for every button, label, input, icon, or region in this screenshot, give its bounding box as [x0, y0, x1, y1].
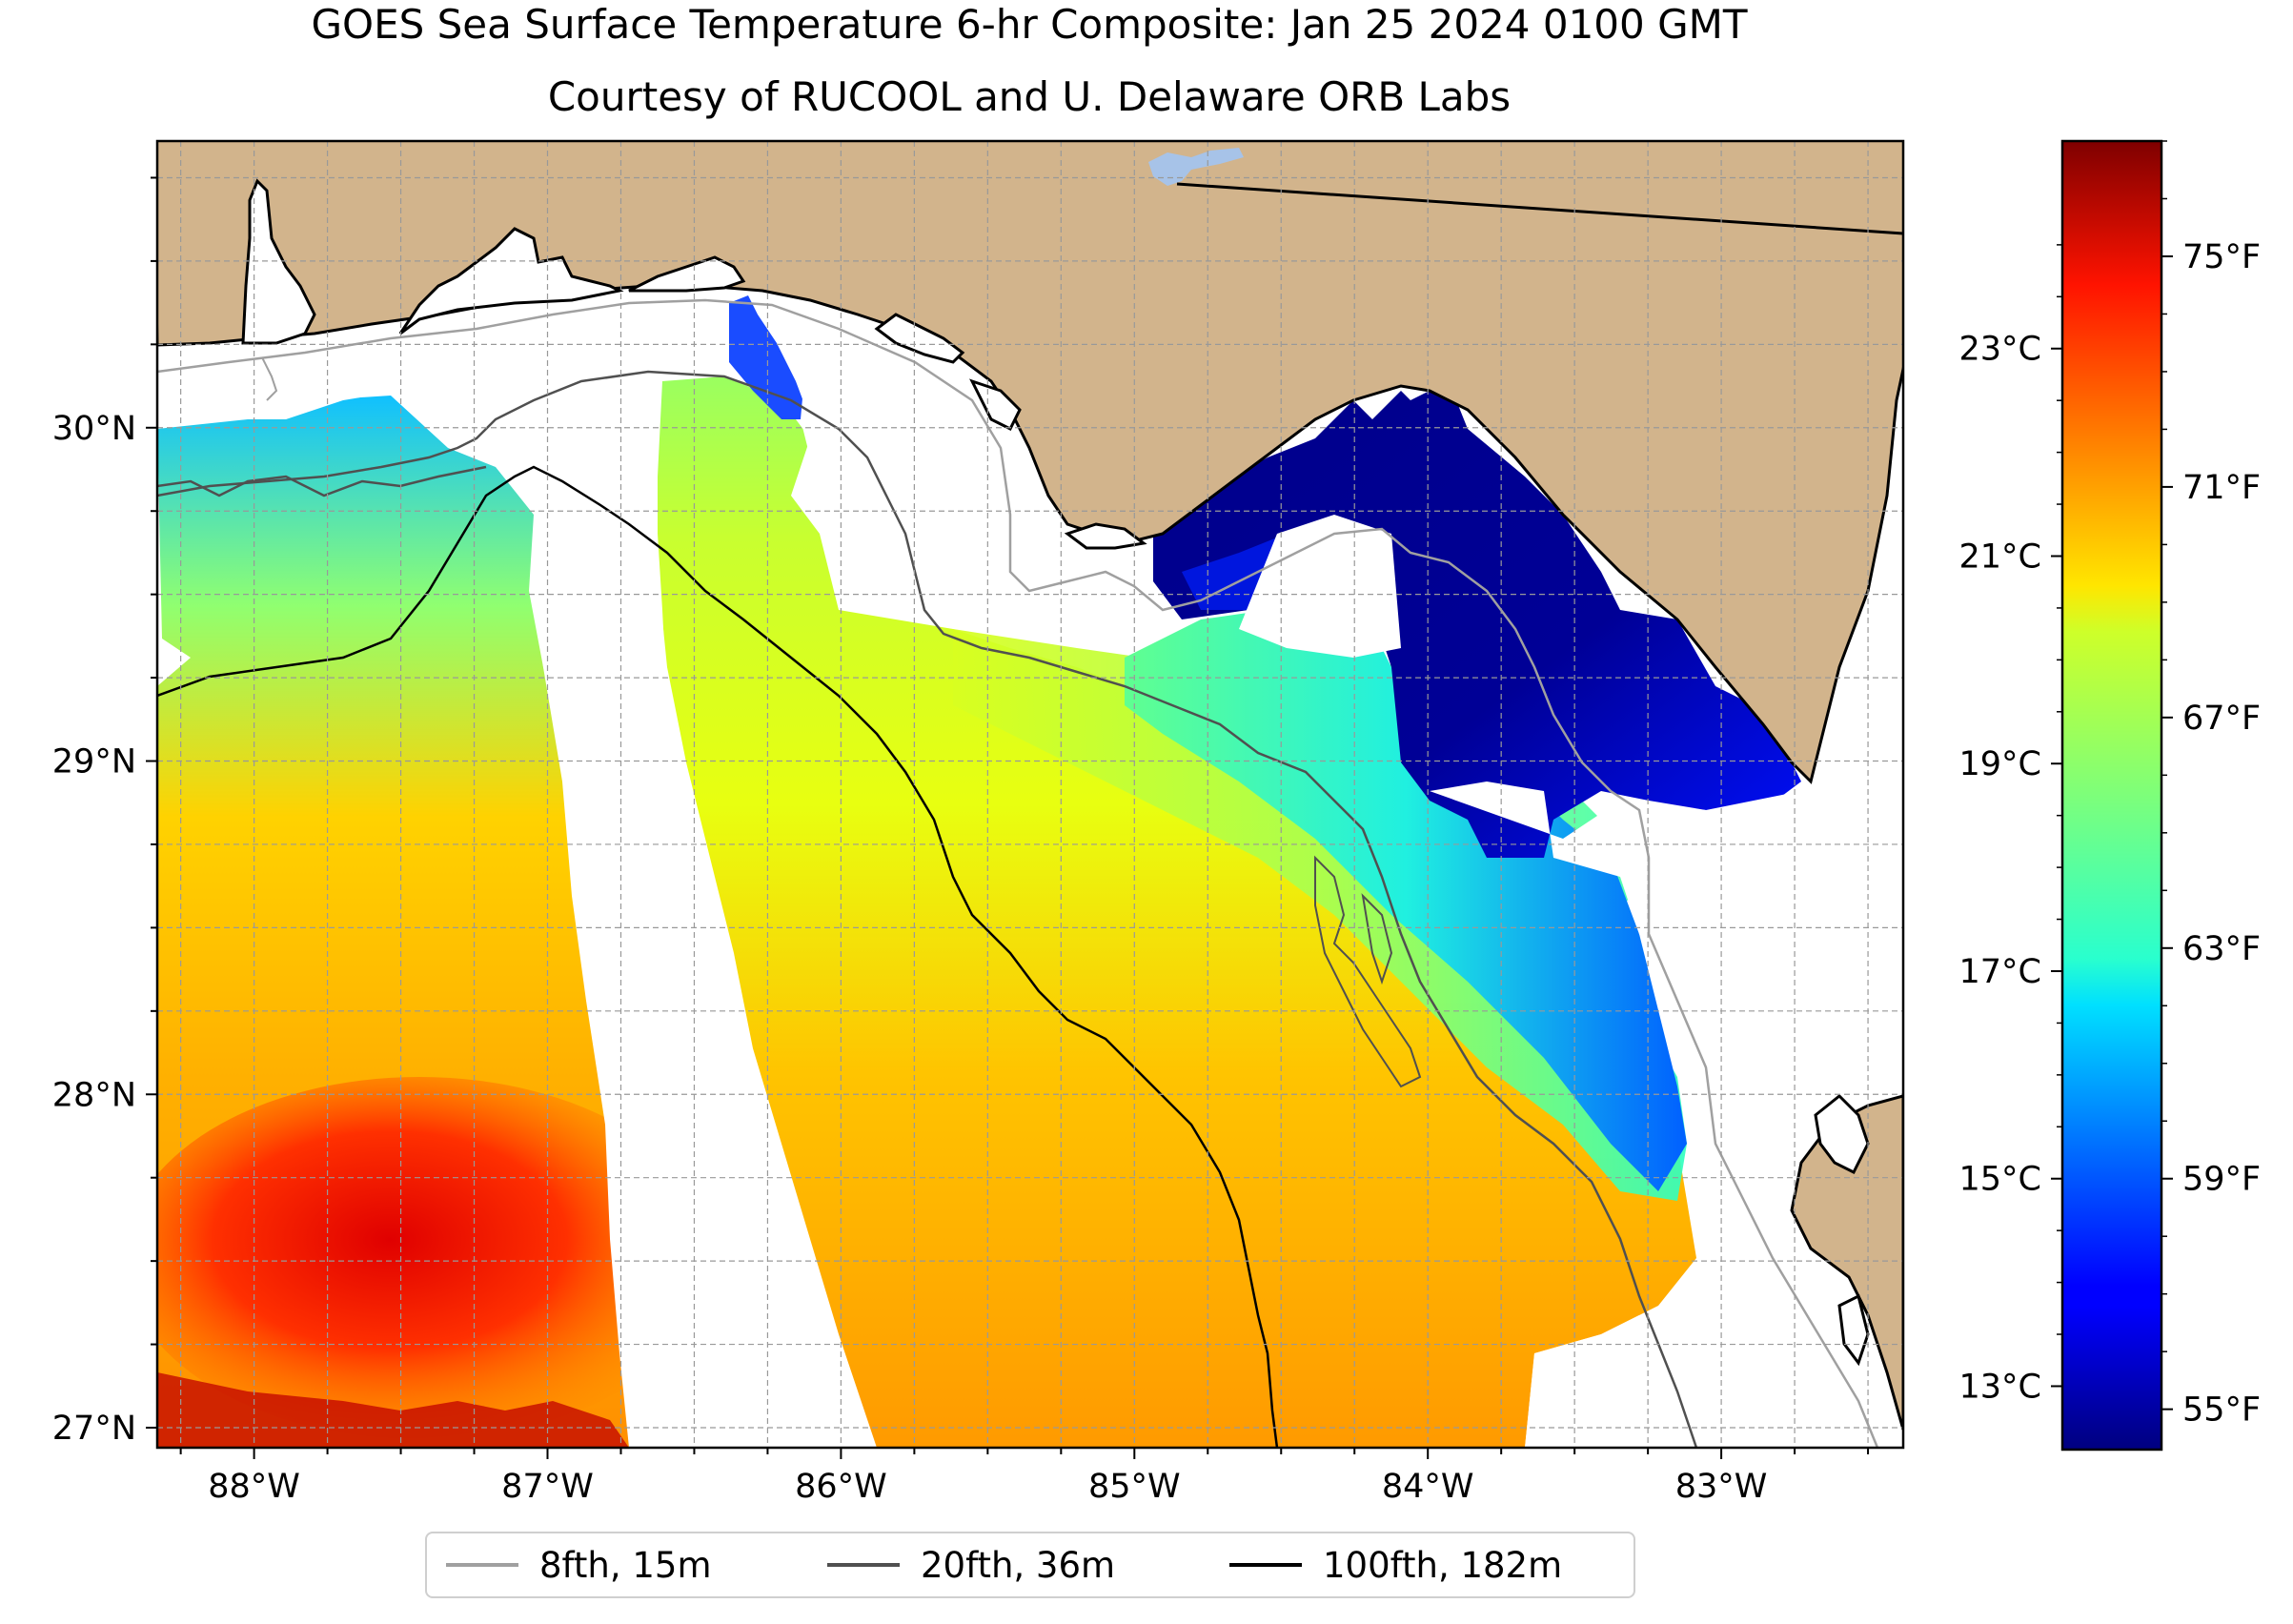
sst-warm-south: [157, 1372, 629, 1448]
isobath-20fth: [157, 370, 1698, 1448]
legend-label-100fth: 100fth, 182m: [1323, 1544, 1563, 1586]
lat-ticks: 30°N 29°N 28°N 27°N: [52, 176, 157, 1448]
legend-label-20fth: 20fth, 36m: [921, 1544, 1116, 1586]
lat-tick-label: 28°N: [52, 1076, 136, 1114]
shoal-contour: [1314, 855, 1422, 1088]
lon-ticks: 88°W 87°W 86°W 85°W 84°W 83°W: [179, 1448, 1870, 1506]
lon-tick-label: 87°W: [501, 1468, 594, 1506]
lon-tick-label: 83°W: [1675, 1468, 1768, 1506]
lon-tick-label: 84°W: [1382, 1468, 1474, 1506]
gridlines: [157, 141, 1903, 1448]
sst-gap-bigbend: [1239, 515, 1401, 658]
colorbar-c-label: 15°C: [1959, 1161, 2041, 1199]
legend-item-8fth: 8fth, 15m: [446, 1533, 712, 1596]
legend-swatch-20fth: [827, 1563, 900, 1567]
colorbar-c-label: 19°C: [1959, 745, 2041, 783]
legend-item-100fth: 100fth, 182m: [1229, 1533, 1562, 1596]
tampa-bay: [1814, 1093, 1870, 1175]
lon-tick-label: 85°W: [1088, 1468, 1181, 1506]
legend-label-8fth: 8fth, 15m: [539, 1544, 712, 1586]
sst-bigbend-transition: [1125, 591, 1687, 1191]
sst-gap-east: [1430, 667, 1903, 1448]
lon-tick-label: 86°W: [795, 1468, 887, 1506]
sst-warm-core: [157, 1077, 715, 1439]
contour-legend: 8fth, 15m 20fth, 36m 100fth, 182m: [425, 1532, 1635, 1598]
colorbar-f-label: 71°F: [2182, 469, 2261, 507]
sst-gap-southeast: [1525, 1315, 1658, 1448]
st-andrew-bay: [874, 313, 965, 364]
isobath-20fth-barrier: [157, 465, 487, 497]
chart-subtitle: Courtesy of RUCOOL and U. Delaware ORB L…: [547, 73, 1512, 120]
chart-title: GOES Sea Surface Temperature 6-hr Compos…: [311, 1, 1748, 48]
apalachicola-bay: [1064, 522, 1147, 550]
lon-tick-label: 88°W: [208, 1468, 300, 1506]
legend-item-20fth: 20fth, 36m: [827, 1533, 1115, 1596]
map-frame: [155, 139, 1905, 1450]
legend-swatch-8fth: [446, 1563, 518, 1567]
colorbar-f-label: 55°F: [2182, 1391, 2261, 1430]
colorbar: [2060, 139, 2163, 1451]
bays: [241, 178, 1870, 1367]
colorbar-f-label: 59°F: [2182, 1161, 2261, 1199]
sst-gap-central-inner: [572, 724, 648, 1106]
colorbar-f-label: 75°F: [2182, 238, 2261, 276]
sst-gaps: [157, 286, 1903, 1448]
lake-seminole: [1148, 148, 1244, 186]
colorbar-c-label: 13°C: [1959, 1368, 2041, 1406]
map-panel: [157, 141, 1903, 1448]
isobath-8fth: [157, 298, 1879, 1448]
lat-tick-label: 30°N: [52, 410, 136, 448]
sst-gap-nearshore: [801, 315, 1153, 648]
isobath-100fth: [157, 465, 1279, 1448]
sst-blue-patch: [729, 295, 810, 419]
colorbar-f-label: 63°F: [2182, 930, 2261, 968]
sst-gap-central: [534, 448, 839, 1448]
lat-tick-label: 29°N: [52, 743, 136, 782]
state-boundary: [1176, 182, 1903, 235]
legend-swatch-100fth: [1229, 1563, 1302, 1567]
shoal-contours: [1314, 855, 1422, 1088]
colorbar-c-label: 17°C: [1959, 953, 2041, 991]
colorbar-c-label: 21°C: [1959, 538, 2041, 576]
perdido-pensacola-bay: [398, 227, 624, 335]
choctawhatchee-bay: [628, 255, 746, 293]
isobath-8fth-barrier: [261, 356, 278, 401]
charlotte-harbor: [1837, 1293, 1870, 1367]
colorbar-f-label: 67°F: [2182, 700, 2261, 738]
lat-tick-label: 27°N: [52, 1410, 136, 1448]
sst-field: [157, 295, 1801, 1448]
colorbar-c-label: 23°C: [1959, 331, 2041, 369]
sst-swath-central: [658, 376, 1696, 1448]
shoal-contour: [1361, 893, 1393, 985]
sst-bigbend-cold: [1153, 381, 1801, 858]
mobile-bay: [241, 178, 316, 345]
colorbar-ticks: 55°F 59°F 63°F 67°F 71°F 75°F 13°C 15°C 17°C 19°C…: [1959, 140, 2261, 1430]
